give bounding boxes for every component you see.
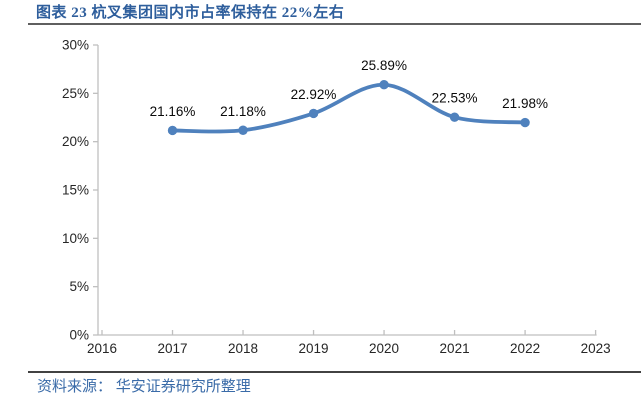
title-divider — [28, 23, 641, 25]
data-label: 21.18% — [220, 104, 266, 119]
data-point — [167, 125, 178, 136]
data-label: 21.16% — [150, 104, 196, 119]
y-tick-label: 10% — [62, 231, 89, 246]
x-tick-label: 2020 — [369, 341, 399, 356]
x-tick-label: 2021 — [440, 341, 470, 356]
y-tick-label: 0% — [69, 328, 89, 343]
data-label: 21.98% — [502, 96, 548, 111]
data-point — [308, 108, 319, 119]
x-tick-label: 2016 — [87, 341, 117, 356]
y-tick-label: 15% — [62, 183, 89, 198]
y-tick-label: 30% — [62, 38, 89, 53]
x-tick-label: 2022 — [510, 341, 540, 356]
source-note: 资料来源： 华安证券研究所整理 — [37, 379, 251, 395]
data-point — [238, 125, 248, 135]
series-line — [170, 82, 527, 134]
data-point — [520, 117, 530, 128]
figure-title: 图表 23 杭叉集团国内市占率保持在 22%左右 — [36, 5, 345, 21]
data-label: 22.92% — [291, 87, 337, 102]
y-tick-label: 25% — [62, 86, 89, 101]
footer-divider — [28, 371, 641, 373]
x-tick-label: 2018 — [228, 341, 258, 356]
x-tick-label: 2019 — [299, 341, 329, 356]
x-tick-label: 2023 — [581, 341, 611, 356]
data-label: 22.53% — [432, 91, 478, 106]
x-tick-label: 2017 — [157, 341, 187, 356]
data-label: 25.89% — [361, 58, 407, 73]
y-tick-label: 20% — [62, 134, 89, 149]
data-point — [379, 80, 389, 90]
data-point — [449, 112, 460, 122]
y-tick-label: 5% — [69, 279, 89, 294]
